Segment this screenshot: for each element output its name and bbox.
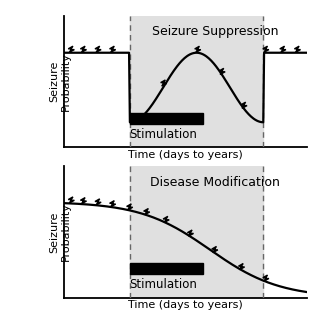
- Polygon shape: [80, 46, 86, 52]
- Polygon shape: [161, 80, 167, 86]
- Polygon shape: [188, 230, 194, 236]
- Text: Stimulation: Stimulation: [130, 127, 197, 140]
- Polygon shape: [263, 275, 269, 281]
- Bar: [130, 263, 203, 274]
- X-axis label: Time (days to years): Time (days to years): [128, 150, 243, 160]
- Polygon shape: [241, 102, 247, 108]
- Polygon shape: [68, 197, 74, 203]
- Polygon shape: [212, 246, 218, 253]
- Polygon shape: [238, 264, 244, 270]
- Text: Seizure Suppression: Seizure Suppression: [152, 25, 278, 38]
- Polygon shape: [144, 209, 150, 215]
- Polygon shape: [134, 114, 140, 120]
- Polygon shape: [80, 198, 86, 204]
- Polygon shape: [95, 46, 101, 52]
- Bar: [130, 16, 263, 147]
- Bar: [130, 166, 263, 298]
- Polygon shape: [109, 201, 116, 207]
- Polygon shape: [219, 68, 225, 75]
- Text: Disease Modification: Disease Modification: [150, 176, 280, 188]
- Polygon shape: [294, 46, 300, 52]
- X-axis label: Time (days to years): Time (days to years): [128, 300, 243, 310]
- Polygon shape: [127, 204, 133, 210]
- Text: Stimulation: Stimulation: [130, 278, 197, 291]
- Polygon shape: [280, 46, 286, 52]
- Bar: [130, 113, 203, 124]
- Y-axis label: Seizure
Probability: Seizure Probability: [49, 52, 71, 111]
- Polygon shape: [163, 216, 169, 222]
- Polygon shape: [68, 46, 74, 52]
- Polygon shape: [95, 199, 101, 205]
- Y-axis label: Seizure
Probability: Seizure Probability: [49, 203, 71, 261]
- Polygon shape: [109, 46, 116, 52]
- Polygon shape: [263, 46, 269, 52]
- Polygon shape: [195, 46, 201, 52]
